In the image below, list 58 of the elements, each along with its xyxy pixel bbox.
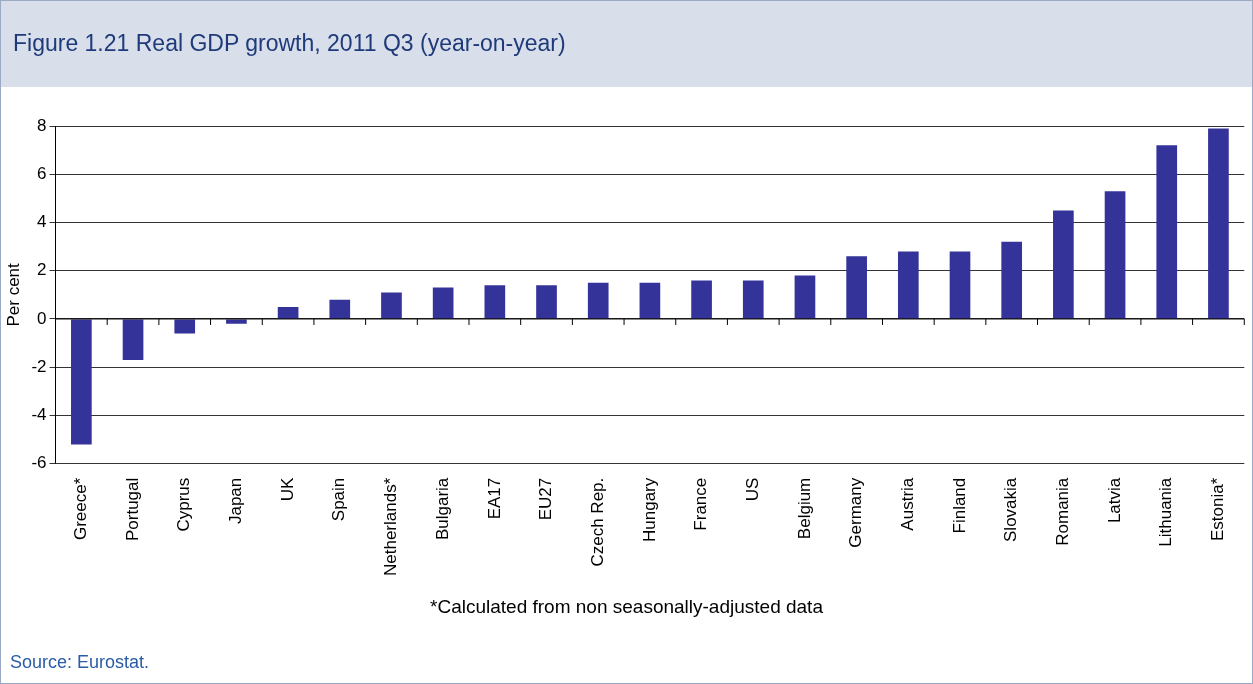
y-tick-label: -6 (31, 453, 47, 473)
bar (639, 282, 661, 319)
bar (1001, 241, 1023, 319)
x-tick-label: Japan (226, 477, 246, 525)
x-tick-label: Cyprus (174, 477, 194, 532)
bar (742, 280, 764, 319)
x-tick-label: Latvia (1104, 477, 1124, 524)
bar (174, 319, 196, 334)
bar (846, 256, 867, 319)
chart-title: Figure 1.21 Real GDP growth, 2011 Q3 (year-on-year) (1, 1, 1252, 87)
bar (71, 319, 92, 445)
bar (1156, 145, 1178, 319)
x-tick-label: France (691, 477, 711, 531)
x-tick-label: Greece* (71, 477, 91, 541)
y-tick-label: 0 (37, 308, 47, 328)
x-tick-label: Finland (949, 477, 969, 534)
x-tick-label: Austria (898, 477, 917, 531)
x-tick-label: Hungary (639, 477, 659, 542)
bar (1053, 210, 1074, 319)
x-tick-label: Belgium (794, 477, 814, 540)
bar (1104, 191, 1126, 319)
x-tick-label: Germany (846, 477, 866, 548)
bar (587, 282, 609, 319)
x-tick-label: UK (277, 477, 297, 502)
y-tick-label: 8 (37, 115, 47, 135)
x-tick-label: Romania (1053, 477, 1073, 546)
bar (381, 292, 402, 319)
bar (329, 299, 351, 319)
x-tick-label: Bulgaria (432, 477, 452, 541)
bar (691, 280, 712, 319)
x-tick-label: Netherlands* (381, 477, 401, 576)
bar (536, 285, 557, 319)
y-axis-title: Per cent (3, 262, 23, 327)
y-tick-label: -2 (31, 356, 47, 376)
text: *Calculated from non seasonally-adjusted data (429, 596, 824, 618)
bar (122, 319, 144, 360)
bar (432, 287, 454, 319)
bar (949, 251, 971, 319)
y-tick-label: 6 (37, 163, 47, 183)
bar (897, 251, 919, 319)
x-tick-label: Lithuania (1156, 477, 1176, 547)
y-tick-label: -4 (31, 405, 47, 425)
bar (226, 319, 247, 324)
bar (277, 306, 299, 319)
x-tick-label: US (742, 477, 762, 502)
x-tick-label: EU27 (536, 477, 556, 521)
x-tick-label: EA17 (484, 477, 504, 520)
x-tick-label: Estonia* (1208, 477, 1228, 542)
x-tick-label: Spain (329, 477, 349, 522)
bar (794, 275, 816, 319)
x-tick-label: Portugal (122, 477, 142, 542)
y-tick-label: 4 (37, 212, 47, 232)
y-tick-label: 2 (37, 260, 47, 280)
bar (1208, 128, 1229, 319)
bar (484, 285, 506, 319)
x-tick-label: Czech Rep. (587, 477, 607, 567)
source-note: Source: Eurostat. (10, 652, 150, 673)
x-tick-label: Slovakia (1001, 477, 1021, 542)
